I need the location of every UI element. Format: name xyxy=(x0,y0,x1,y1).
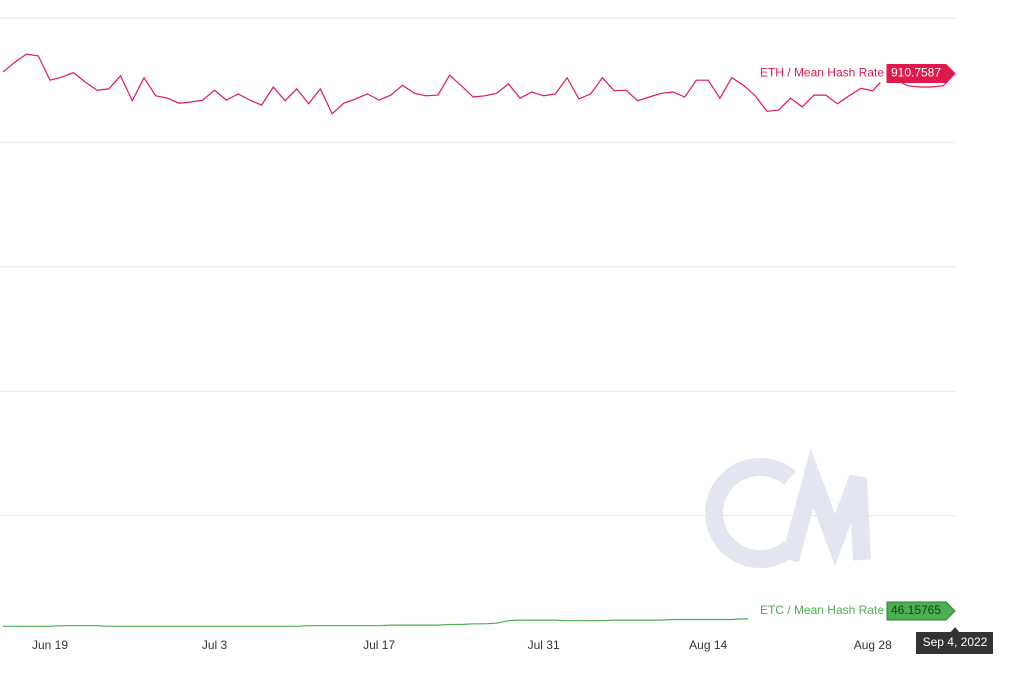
series-name: ETH / Mean Hash Rate xyxy=(760,66,884,80)
series-name: ETC / Mean Hash Rate xyxy=(760,603,884,617)
x-tick-label: Aug 28 xyxy=(854,638,892,652)
watermark xyxy=(705,448,871,568)
x-tick-label: Aug 14 xyxy=(689,638,727,652)
label-bg xyxy=(748,64,887,83)
x-tick-label: Jul 31 xyxy=(528,638,560,652)
x-tick-label: Jul 17 xyxy=(363,638,395,652)
x-tick-label: Jun 19 xyxy=(32,638,68,652)
label-bg xyxy=(748,602,887,620)
value-tag xyxy=(886,64,956,84)
watermark-m xyxy=(781,448,871,566)
grid: Jun 19 Jul 3 Jul 17 Jul 31 Aug 14 Aug 28 xyxy=(0,17,955,652)
tooltip-text: Sep 4, 2022 xyxy=(923,635,988,649)
value-label: 910.7587 xyxy=(891,66,941,80)
x-tick-label: Jul 3 xyxy=(202,638,228,652)
series-line xyxy=(2,53,956,115)
plot xyxy=(2,53,956,627)
tooltip-bg xyxy=(916,632,993,654)
value-tag xyxy=(886,601,956,621)
labels: ETH / Mean Hash Rate 910.7587 ETC / Mean H… xyxy=(748,64,993,654)
watermark-c xyxy=(705,458,796,568)
tooltip-pointer xyxy=(950,627,960,633)
value-label: 46.15765 xyxy=(891,603,941,617)
